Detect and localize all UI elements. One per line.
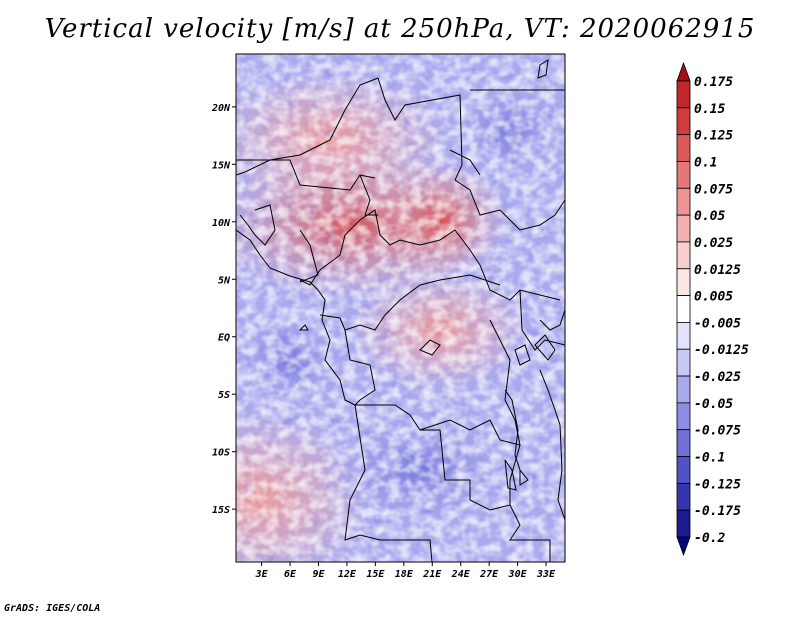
colorbar-label: -0.1	[694, 451, 725, 466]
colorbar-label: -0.125	[694, 477, 741, 492]
colorbar-label: 0.075	[694, 182, 733, 197]
colorbar-swatch	[676, 456, 691, 484]
colorbar-label: 0.175	[694, 75, 733, 90]
colorbar-swatch	[676, 61, 691, 82]
colorbar-swatch	[676, 134, 691, 162]
lon-tick-label: 3E	[255, 569, 269, 580]
lon-tick-label: 6E	[284, 569, 297, 580]
colorbar-label: 0.0125	[694, 263, 741, 278]
lat-tick-label: 15N	[212, 160, 231, 171]
colorbar-label: 0.15	[694, 102, 725, 117]
colorbar-swatch	[676, 80, 691, 109]
colorbar-label: -0.075	[694, 424, 741, 439]
colorbar-label: 0.1	[694, 155, 717, 170]
colorbar-swatch	[676, 107, 691, 136]
lon-tick-label: 21E	[422, 569, 442, 580]
colorbar-label: 0.005	[694, 290, 733, 305]
lon-tick-label: 18E	[395, 569, 414, 580]
colorbar-swatch	[676, 429, 691, 457]
colorbar-swatch	[676, 509, 691, 538]
colorbar-swatch	[676, 187, 691, 216]
plot-frame	[235, 53, 566, 563]
lat-tick-label: 5N	[218, 275, 231, 286]
colorbar-swatch	[676, 161, 691, 189]
colorbar: 0.175 0.15 0.125 0.1 0.075 0.05 0.025 0.0125 0.0…	[676, 61, 749, 557]
colorbar-swatch	[676, 536, 691, 557]
colorbar-label: -0.0125	[694, 343, 749, 358]
country-borders	[236, 77, 565, 562]
lon-tick-label: 15E	[366, 569, 385, 580]
latitude-axis: 20N 15N 10N 5N EQ 5S 10S 15S	[211, 103, 236, 516]
colorbar-swatch	[676, 402, 691, 431]
lat-tick-label: EQ	[218, 333, 230, 344]
lon-tick-label: 30E	[508, 569, 528, 580]
colorbar-label: 0.125	[694, 129, 733, 144]
longitude-axis: 3E 6E 9E 12E 15E 18E 21E 24E 27E 30E 33E	[255, 562, 556, 580]
colorbar-swatch	[676, 375, 691, 404]
colorbar-swatch	[676, 268, 691, 296]
colorbar-swatch	[676, 295, 691, 323]
colorbar-label: -0.025	[694, 370, 741, 385]
lon-tick-label: 27E	[479, 569, 499, 580]
lat-tick-label: 10S	[212, 448, 230, 459]
colorbar-label: -0.2	[694, 531, 725, 546]
lat-tick-label: 15S	[212, 505, 230, 516]
colorbar-swatch	[676, 322, 691, 350]
map-title: Vertical velocity [m/s] at 250hPa, VT: 2…	[44, 14, 756, 44]
colorbar-swatch	[676, 241, 691, 270]
lon-tick-label: 12E	[338, 569, 357, 580]
lat-tick-label: 20N	[211, 103, 231, 114]
colorbar-swatch	[676, 214, 691, 243]
colorbar-swatch	[676, 482, 691, 511]
colorbar-label: 0.025	[694, 236, 733, 251]
coastline	[236, 59, 565, 521]
lon-tick-label: 9E	[312, 569, 325, 580]
velocity-field	[236, 54, 565, 562]
colorbar-label: 0.05	[694, 209, 725, 224]
colorbar-label: -0.05	[694, 397, 733, 412]
colorbar-label: -0.175	[694, 504, 741, 519]
lat-tick-label: 5S	[218, 390, 230, 401]
lon-tick-label: 33E	[536, 569, 556, 580]
lat-tick-label: 10N	[212, 218, 231, 229]
colorbar-swatch	[676, 348, 691, 377]
grads-credit: GrADS: IGES/COLA	[4, 603, 101, 614]
lon-tick-label: 24E	[451, 569, 471, 580]
colorbar-label: -0.005	[694, 316, 741, 331]
